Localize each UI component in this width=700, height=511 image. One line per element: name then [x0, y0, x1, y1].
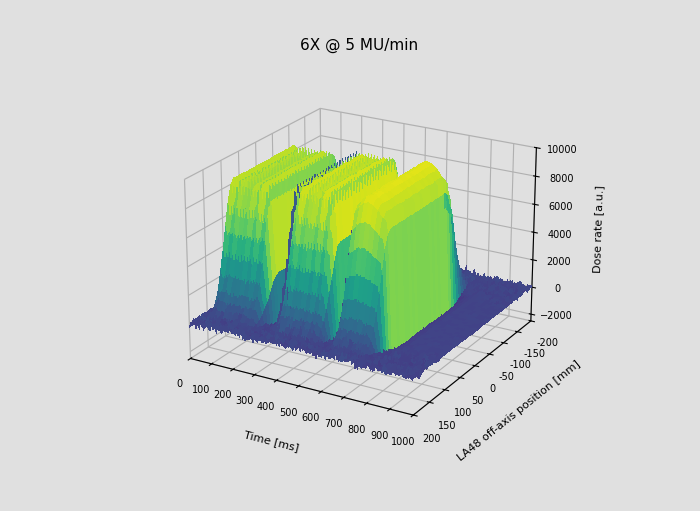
- Y-axis label: LA48 off-axis position [mm]: LA48 off-axis position [mm]: [456, 359, 582, 463]
- X-axis label: Time [ms]: Time [ms]: [244, 429, 300, 453]
- Title: 6X @ 5 MU/min: 6X @ 5 MU/min: [300, 38, 418, 54]
